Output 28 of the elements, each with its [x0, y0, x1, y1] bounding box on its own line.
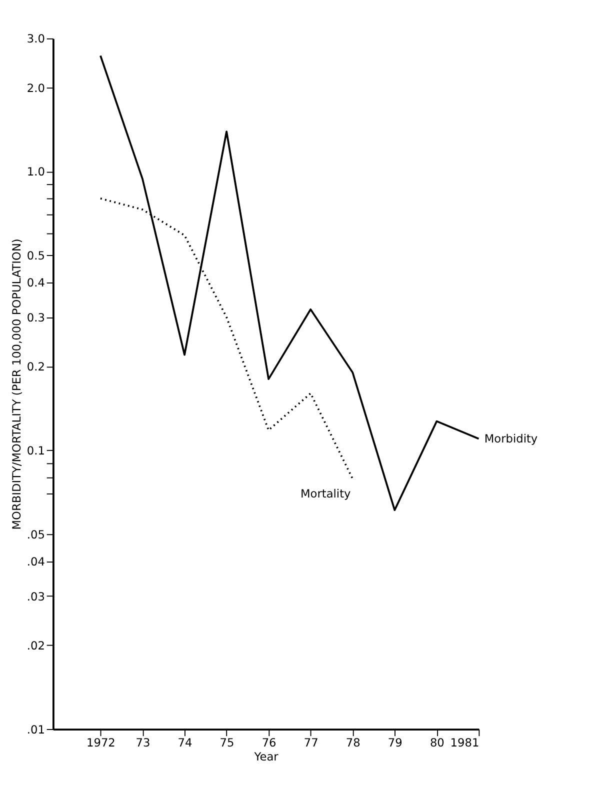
- series-label: Morbidity: [484, 431, 538, 446]
- x-tick-label: 1972: [86, 736, 116, 750]
- x-tick-label: 77: [304, 736, 318, 750]
- x-tick-label: 74: [178, 736, 192, 750]
- x-tick-label: 75: [220, 736, 234, 750]
- x-tick-label: 1981: [450, 736, 480, 750]
- x-tick-label: 79: [388, 736, 402, 750]
- y-tick-label: 2.0: [26, 80, 45, 95]
- x-tick-label: 76: [262, 736, 276, 750]
- y-tick-label: .01: [26, 722, 45, 736]
- x-tick-label: 80: [430, 736, 444, 750]
- x-axis-title: Year: [253, 750, 279, 764]
- y-tick-label: 0.2: [26, 360, 45, 374]
- y-tick-label: 1.0: [26, 164, 45, 179]
- y-tick-label: 0.4: [26, 276, 45, 290]
- y-tick-label: .02: [26, 638, 45, 652]
- y-tick-label: .04: [26, 554, 45, 568]
- y-axis-title: MORBIDITY/MORTALITY (PER 100,000 POPULATION): [9, 238, 24, 530]
- y-tick-label: 0.1: [26, 443, 45, 458]
- x-tick-label: 73: [136, 736, 150, 750]
- y-tick-label: 0.5: [26, 248, 45, 263]
- line-series: [100, 54, 480, 512]
- y-tick-label: 0.3: [26, 310, 45, 324]
- x-tick-label: 78: [346, 736, 360, 750]
- y-tick-label: .05: [26, 527, 45, 542]
- y-tick-label: 3.0: [26, 32, 45, 46]
- series-label: Mortality: [300, 486, 352, 501]
- y-tick-label: .03: [26, 589, 45, 604]
